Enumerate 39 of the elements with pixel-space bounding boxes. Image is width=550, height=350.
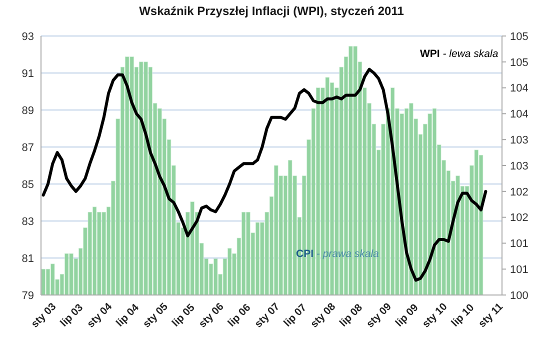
x-tick-label: lip 07	[282, 302, 310, 330]
y-tick-label: 87	[22, 142, 34, 154]
x-tick-label: lip 03	[58, 302, 86, 330]
y2-tick-label: 105	[510, 56, 528, 69]
y-tick-label: 89	[22, 104, 34, 117]
x-tick-label: sty 08	[308, 300, 338, 330]
y2-tick-label: 101	[510, 264, 528, 276]
y-tick-label: 83	[22, 216, 34, 228]
x-tick-label: lip 04	[114, 302, 142, 330]
y-tick-label: 85	[22, 178, 34, 191]
x-tick-label: lip 09	[393, 302, 421, 330]
x-tick-label: sty 04	[84, 300, 115, 330]
y2-tick-label: 103	[510, 134, 528, 146]
x-tick-label: sty 05	[140, 300, 170, 330]
text: WPI - lewa skala	[420, 48, 498, 60]
x-tick-label: lip 06	[226, 302, 254, 330]
chart-title: Wskaźnik Przyszłej Inflacji (WPI), styczeń 2011	[139, 4, 404, 18]
y2-tick-label: 104	[510, 108, 528, 121]
y2-tick-label: 102	[510, 186, 528, 198]
y-tick-label: 79	[22, 290, 34, 302]
x-tick-label: sty 03	[29, 300, 59, 330]
y-tick-label: 81	[22, 252, 34, 265]
y2-tick-label: 103	[510, 160, 528, 172]
y-tick-label: 91	[22, 68, 34, 80]
x-tick-label: sty 11	[476, 300, 506, 330]
line-series	[42, 68, 488, 282]
x-tick-label: sty 07	[252, 300, 282, 330]
y2-tick-label: 100	[510, 290, 528, 302]
y2-tick-label: 104	[510, 82, 528, 95]
y-tick-label: 93	[22, 30, 34, 43]
x-tick-label: sty 10	[420, 300, 450, 330]
x-tick-label: lip 08	[337, 302, 365, 330]
x-tick-label: lip 10	[449, 302, 477, 330]
y2-tick-label: 102	[510, 212, 528, 224]
y2-tick-label: 105	[510, 30, 528, 43]
y2-tick-label: 101	[510, 238, 528, 250]
x-tick-label: sty 09	[364, 300, 394, 330]
x-tick-label: sty 06	[196, 300, 226, 330]
x-tick-label: lip 05	[170, 302, 198, 330]
